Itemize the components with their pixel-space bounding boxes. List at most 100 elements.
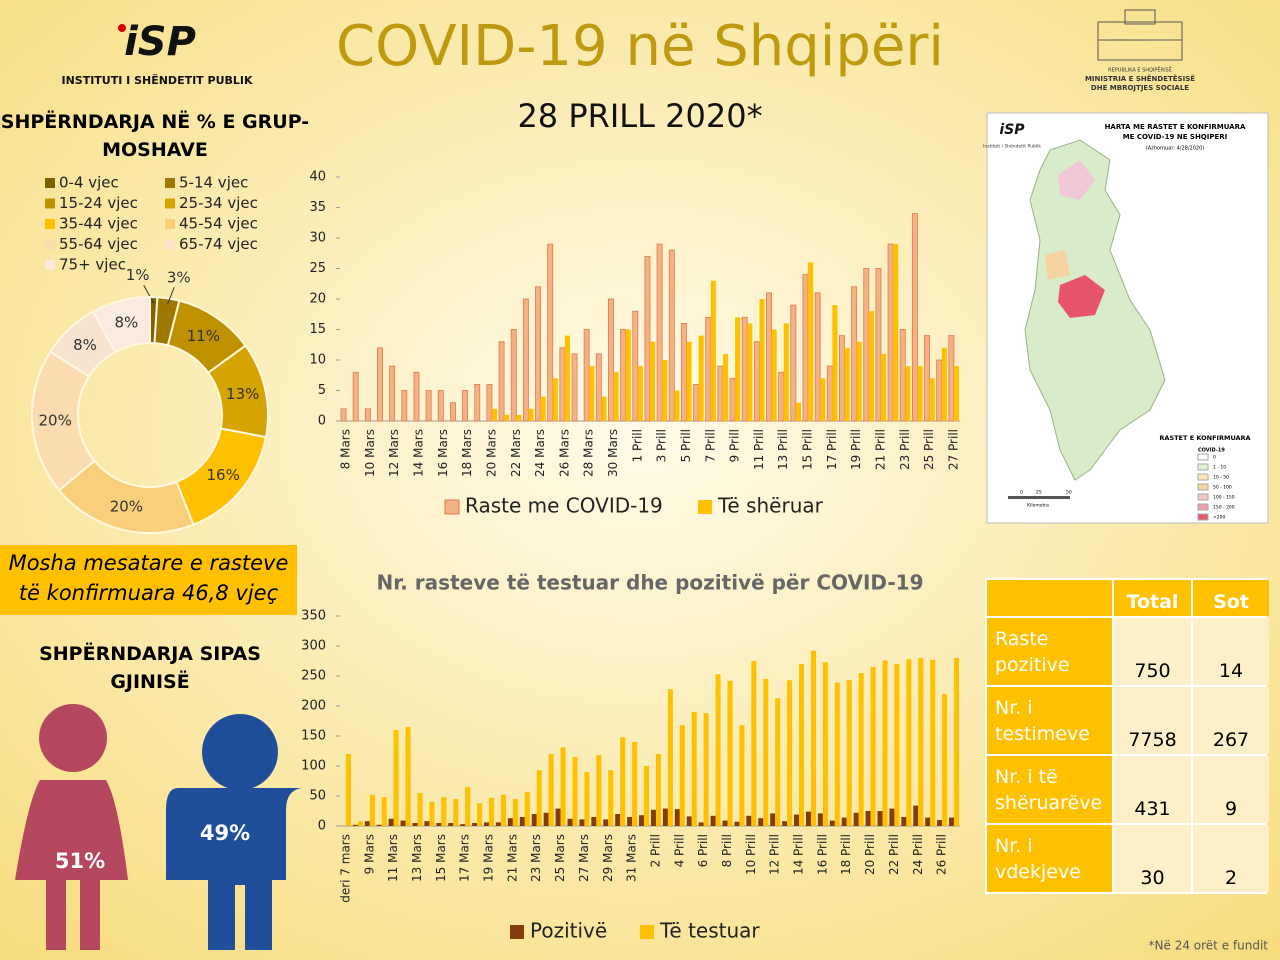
x-tick-label: 21 Mars (505, 834, 519, 882)
bar (829, 820, 835, 826)
bar (591, 817, 597, 826)
map-updated: (Azhornuar: 4/28/2020) (1146, 146, 1204, 152)
map-title: HARTA ME RASTET E KONFIRMUARA (1105, 123, 1246, 131)
bar (377, 347, 383, 422)
bar (817, 813, 823, 826)
bar (462, 390, 469, 422)
x-tick-label: 18 Prill (839, 834, 853, 875)
bar (512, 799, 518, 826)
male-figure (166, 714, 302, 950)
legend-label: 15-24 vjec (59, 194, 138, 212)
bar (345, 754, 351, 826)
bar (369, 794, 375, 826)
main-title: COVID-19 në Shqipëri (336, 14, 944, 79)
legend-label: 35-44 vjec (59, 215, 138, 233)
map-legend-label: 1 - 10 (1213, 465, 1226, 471)
bar (522, 298, 529, 422)
bar (632, 310, 639, 422)
bar (790, 304, 797, 422)
y-tick-label: 30 (309, 231, 326, 246)
x-tick-label: 14 Prill (792, 834, 806, 875)
legend-label: 25-34 vjec (179, 194, 258, 212)
bar (674, 390, 680, 421)
x-tick-label: 23 Mars (529, 834, 543, 882)
x-tick-label: 22 Prill (887, 834, 901, 875)
x-tick-label: 23 Prill (898, 429, 912, 470)
bar (722, 353, 729, 421)
bar (567, 818, 573, 826)
bar (388, 818, 394, 826)
donut-title: SHPËRNDARJA NË % E GRUP-MOSHAVE (0, 111, 310, 161)
bar (564, 335, 571, 421)
bar (603, 819, 609, 826)
bar (352, 371, 359, 422)
y-tick-label: 350 (301, 609, 326, 624)
map-title: ME COVID-19 NE SHQIPERI (1123, 133, 1228, 141)
bar (477, 803, 483, 826)
bar (437, 390, 444, 422)
bar (389, 365, 396, 422)
bar (579, 819, 585, 826)
ministry-line: REPUBLIKA E SHQIPËRISË (1108, 67, 1172, 74)
bar (498, 341, 505, 422)
bar (727, 680, 733, 826)
bar (615, 814, 621, 826)
x-tick-label: 22 Mars (509, 429, 523, 477)
y-tick-label: 300 (301, 639, 326, 654)
table-corner (987, 580, 1112, 616)
bar (868, 311, 874, 421)
x-tick-label: 10 Prill (744, 834, 758, 875)
bar (644, 766, 650, 826)
row-label: Nr. i vdekjeve (987, 825, 1112, 892)
donut-label: 11% (187, 327, 220, 345)
map-legend-label: 0 (1213, 455, 1216, 461)
bar (436, 823, 442, 826)
bar (519, 817, 525, 826)
bar (775, 698, 781, 826)
map-scale: 50 (1066, 490, 1072, 496)
bar (510, 329, 517, 422)
logo: iSP (124, 19, 196, 65)
bar (364, 821, 370, 826)
donut-label: 20% (39, 411, 72, 429)
y-tick-label: 0 (318, 414, 326, 429)
bar (834, 682, 840, 826)
bar (441, 797, 447, 826)
bar (905, 366, 911, 421)
bar (691, 712, 697, 826)
bar (524, 791, 530, 826)
bar (766, 292, 772, 422)
bar (705, 316, 712, 422)
x-tick-label: 4 Prill (672, 834, 686, 867)
table-value: 14 (1193, 618, 1269, 685)
bar (472, 823, 478, 826)
bar (814, 292, 821, 422)
map-legend-swatch (1197, 463, 1209, 471)
x-tick-label: 31 Mars (625, 834, 639, 882)
bar (795, 402, 801, 421)
bar (540, 396, 546, 421)
bar (913, 805, 919, 826)
x-tick-label: 30 Mars (606, 429, 620, 477)
x-tick-label: 20 Prill (863, 834, 877, 875)
donut-label: 1% (126, 266, 150, 284)
y-tick-label: 25 (309, 261, 326, 276)
bar (504, 414, 510, 421)
bar (735, 317, 741, 421)
x-tick-label: 15 Mars (434, 834, 448, 882)
map-scale-bar (1008, 496, 1070, 499)
bar (758, 818, 764, 826)
map-legend-label: 50 - 100 (1213, 485, 1232, 491)
bar (948, 335, 955, 422)
bar (536, 770, 542, 826)
bar (937, 820, 943, 826)
bar (925, 817, 931, 826)
bar (547, 243, 554, 422)
legend-swatch (45, 260, 55, 270)
x-tick-label: 16 Prill (815, 834, 829, 875)
bar (741, 316, 748, 422)
bar (906, 659, 912, 826)
x-tick-label: 29 Mars (601, 834, 615, 882)
y-tick-label: 250 (301, 669, 326, 684)
